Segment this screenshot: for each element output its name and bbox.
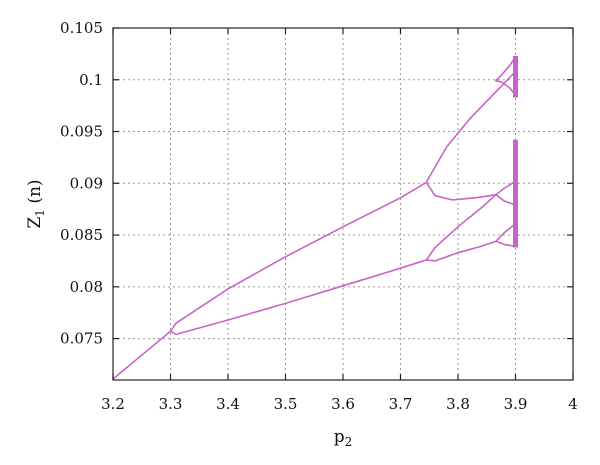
bifurcation-branch — [169, 181, 427, 332]
x-tick-label: 3.3 — [159, 395, 183, 413]
bifurcation-branch — [494, 56, 517, 82]
bifurcation-branch — [495, 223, 517, 242]
grid — [113, 28, 573, 380]
bifurcation-branch — [112, 330, 172, 380]
bifurcation-branch — [425, 70, 517, 183]
bifurcation-branch — [425, 181, 497, 201]
bifurcation-branch — [495, 194, 516, 206]
x-tick-label: 3.6 — [331, 395, 355, 413]
x-axis-label: p2 — [334, 427, 353, 449]
x-tick-label: 3.9 — [504, 395, 528, 413]
x-tick-label: 3.2 — [101, 395, 125, 413]
y-tick-label: 0.09 — [70, 174, 103, 192]
x-tick-label: 4 — [568, 395, 578, 413]
bifurcation-branch — [425, 194, 497, 261]
bifurcation-branch — [170, 259, 427, 336]
x-tick-label: 3.8 — [446, 395, 470, 413]
axis-ticks: 3.2 3.3 3.4 3.5 3.6 3.7 3.8 3.9 4 0.075 0.08 0.085 0… — [60, 19, 578, 413]
x-tick-label: 3.7 — [389, 395, 413, 413]
x-tick-label: 3.5 — [274, 395, 298, 413]
bifurcation-branch — [495, 180, 516, 196]
y-tick-label: 0.1 — [79, 71, 103, 89]
bifurcation-curves — [112, 55, 518, 380]
bifurcation-branch — [426, 240, 497, 262]
bifurcation-branch — [495, 240, 516, 248]
y-axis-label: Z1 (n) — [25, 179, 47, 228]
y-tick-label: 0.095 — [60, 123, 103, 141]
bifurcation-branch — [495, 80, 517, 96]
y-tick-label: 0.085 — [60, 226, 103, 244]
y-tick-label: 0.08 — [70, 278, 103, 296]
x-tick-label: 3.4 — [216, 395, 240, 413]
y-tick-label: 0.075 — [60, 330, 103, 348]
chaotic-band — [513, 55, 518, 98]
chaotic-band — [513, 139, 518, 248]
y-tick-label: 0.105 — [60, 19, 103, 37]
